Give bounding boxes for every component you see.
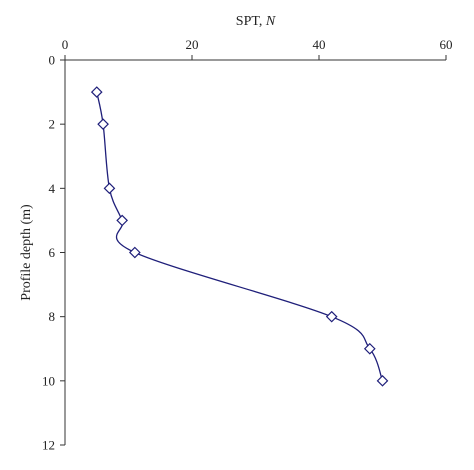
data-point-marker <box>116 214 128 227</box>
x-tick-label: 0 <box>62 37 69 52</box>
data-point-marker <box>103 182 116 195</box>
series-line <box>96 91 384 382</box>
plot-area <box>64 59 446 445</box>
y-tick-label: 2 <box>49 117 56 132</box>
x-tick-label: 60 <box>440 37 453 52</box>
y-tick-label: 12 <box>42 438 55 453</box>
data-point-marker <box>97 118 109 131</box>
y-tick-label: 0 <box>49 53 56 68</box>
y-tick-label: 10 <box>42 373 55 388</box>
x-tick-label: 20 <box>186 37 199 52</box>
y-axis-title: Profile depth (m) <box>19 204 34 301</box>
x-tick-label: 40 <box>313 37 326 52</box>
x-axis-title: SPT, N <box>236 14 276 29</box>
data-point-marker <box>325 310 338 323</box>
x-axis-title-variable: N <box>265 14 276 29</box>
data-point-marker <box>90 86 103 98</box>
y-ticks: 0 2 4 6 8 10 12 <box>42 53 65 453</box>
series-layer <box>90 86 389 387</box>
y-tick-label: 8 <box>49 309 56 324</box>
data-point-marker <box>376 374 389 387</box>
data-point-marker <box>129 246 141 259</box>
data-point-marker <box>363 342 376 355</box>
y-tick-label: 6 <box>49 245 56 260</box>
x-axis-title-text: SPT, <box>236 14 266 29</box>
x-ticks: 0 20 40 60 <box>62 37 453 60</box>
y-tick-label: 4 <box>49 181 56 196</box>
